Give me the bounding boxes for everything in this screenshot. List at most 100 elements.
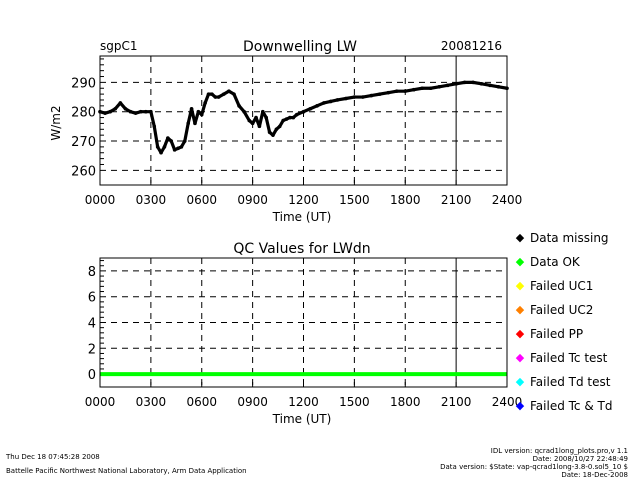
- lw-data-point: [108, 109, 112, 114]
- qc-legend: ◆ Data missing ◆ Data OK ◆ Failed UC1 ◆ Failed …: [516, 231, 613, 413]
- top-x-tick-0000: 0000: [85, 193, 116, 207]
- legend-label: Failed PP: [530, 327, 583, 341]
- lw-data-point: [344, 96, 348, 101]
- lw-data-point: [335, 98, 340, 102]
- qc-y-tick-0: 0: [88, 368, 96, 383]
- legend-label: Failed Tc test: [530, 351, 608, 365]
- lw-data-point: [242, 109, 246, 114]
- lw-data-point: [186, 121, 190, 126]
- lw-data-point: [308, 106, 313, 111]
- qc-x-tick-0000: 0000: [85, 395, 116, 409]
- top-x-tick-1200: 1200: [288, 193, 319, 207]
- lw-data-point: [315, 104, 319, 108]
- legend-label: Data missing: [530, 231, 609, 245]
- lw-data-point: [123, 106, 128, 111]
- lw-data-point: [179, 145, 184, 149]
- top-x-tick-1800: 1800: [390, 193, 421, 207]
- top-x-ticks: 0000 0300 0600 0900 1200 1500 1800 2100 2400: [85, 180, 522, 207]
- top-x-tick-2100: 2100: [441, 193, 472, 207]
- legend-marker-icon: ◆: [516, 255, 525, 268]
- qc-chart: QC Values for LWdn Time (UT) 0000 0300 060…: [85, 241, 523, 426]
- top-x-tick-0300: 0300: [136, 193, 167, 207]
- legend-marker-icon: ◆: [516, 399, 525, 412]
- qc-x-tick-0900: 0900: [237, 395, 268, 409]
- legend-label: Failed Tc & Td: [530, 399, 612, 413]
- lw-data-point: [386, 90, 391, 95]
- legend-marker-icon: ◆: [516, 303, 525, 316]
- lw-data-point: [361, 95, 365, 99]
- lw-data-point: [488, 83, 492, 88]
- lw-data-point: [291, 115, 296, 120]
- lw-data-point: [172, 148, 177, 152]
- lw-data-point: [169, 139, 174, 143]
- lw-data-point: [155, 145, 160, 149]
- lw-data-point: [216, 95, 221, 99]
- lw-data-point: [352, 95, 357, 99]
- lw-data-point: [479, 82, 484, 86]
- lw-data-point: [288, 115, 292, 120]
- lw-data-point: [454, 82, 458, 86]
- legend-marker-icon: ◆: [516, 351, 525, 364]
- lw-data-point: [247, 118, 252, 123]
- lw-data-point: [210, 92, 214, 96]
- lw-data-point: [221, 92, 226, 96]
- legend-marker-icon: ◆: [516, 231, 525, 244]
- lw-data-point: [128, 109, 133, 114]
- lw-data-point: [189, 106, 194, 111]
- lw-data-point: [199, 112, 204, 117]
- legend-label: Failed UC1: [530, 279, 593, 293]
- legend-marker-icon: ◆: [516, 375, 525, 388]
- lw-data-point: [369, 93, 374, 98]
- lw-data-point: [394, 89, 399, 93]
- lw-data-point: [213, 95, 218, 99]
- lw-data-point: [133, 111, 138, 115]
- lw-data-point: [254, 115, 258, 120]
- lw-series: [98, 80, 509, 155]
- lw-data-point: [166, 136, 170, 140]
- lw-data-point: [378, 92, 382, 96]
- top-y-tick-270: 270: [71, 135, 96, 150]
- lw-data-point: [103, 111, 107, 115]
- qc-y-tick-8: 8: [88, 265, 96, 280]
- qc-chart-title: QC Values for LWdn: [233, 241, 370, 257]
- lw-data-point: [403, 89, 408, 93]
- lw-data-point: [138, 109, 143, 114]
- lw-data-point: [284, 117, 289, 121]
- lw-data-point: [462, 80, 467, 85]
- lw-data-point: [277, 124, 282, 129]
- lw-data-point: [420, 86, 425, 91]
- lw-data-point: [437, 84, 441, 89]
- lw-data-point: [176, 146, 180, 151]
- lw-data-point: [281, 118, 285, 123]
- lw-data-point: [206, 92, 211, 96]
- lw-data-point: [274, 127, 279, 132]
- qc-x-tick-1200: 1200: [288, 395, 319, 409]
- footer-idl-date: Date: 2008/10/27 22:48:49: [532, 455, 628, 463]
- lw-data-point: [237, 104, 241, 108]
- lw-data-point: [322, 101, 326, 105]
- footer-timestamp: Thu Dec 18 07:45:28 2008: [6, 453, 100, 461]
- lw-data-point: [267, 130, 272, 135]
- footer-lab: Battelle Pacific Northwest National Labo…: [6, 467, 247, 475]
- qc-x-ticks: 0000 0300 0600 0900 1200 1500 1800 2100 2400: [85, 382, 522, 409]
- lw-data-point: [328, 99, 333, 104]
- lw-data-point: [411, 87, 416, 92]
- top-x-tick-0900: 0900: [237, 193, 268, 207]
- lw-data-point: [301, 109, 306, 114]
- qc-y-tick-2: 2: [88, 342, 96, 357]
- lw-data-point: [143, 109, 148, 114]
- qc-x-tick-2100: 2100: [441, 395, 472, 409]
- top-y-tick-290: 290: [71, 76, 96, 91]
- top-x-tick-0600: 0600: [186, 193, 217, 207]
- lw-data-point: [250, 121, 255, 126]
- top-plot-frame: [99, 55, 508, 186]
- top-grid: [100, 56, 507, 185]
- top-y-tick-280: 280: [71, 106, 96, 121]
- qc-x-tick-1800: 1800: [390, 395, 421, 409]
- qc-x-tick-1500: 1500: [339, 395, 370, 409]
- lw-data-point: [232, 92, 236, 96]
- top-y-ticks: 260 270 280 290: [71, 58, 104, 179]
- lw-data-point: [264, 115, 268, 120]
- lw-data-point: [182, 139, 187, 143]
